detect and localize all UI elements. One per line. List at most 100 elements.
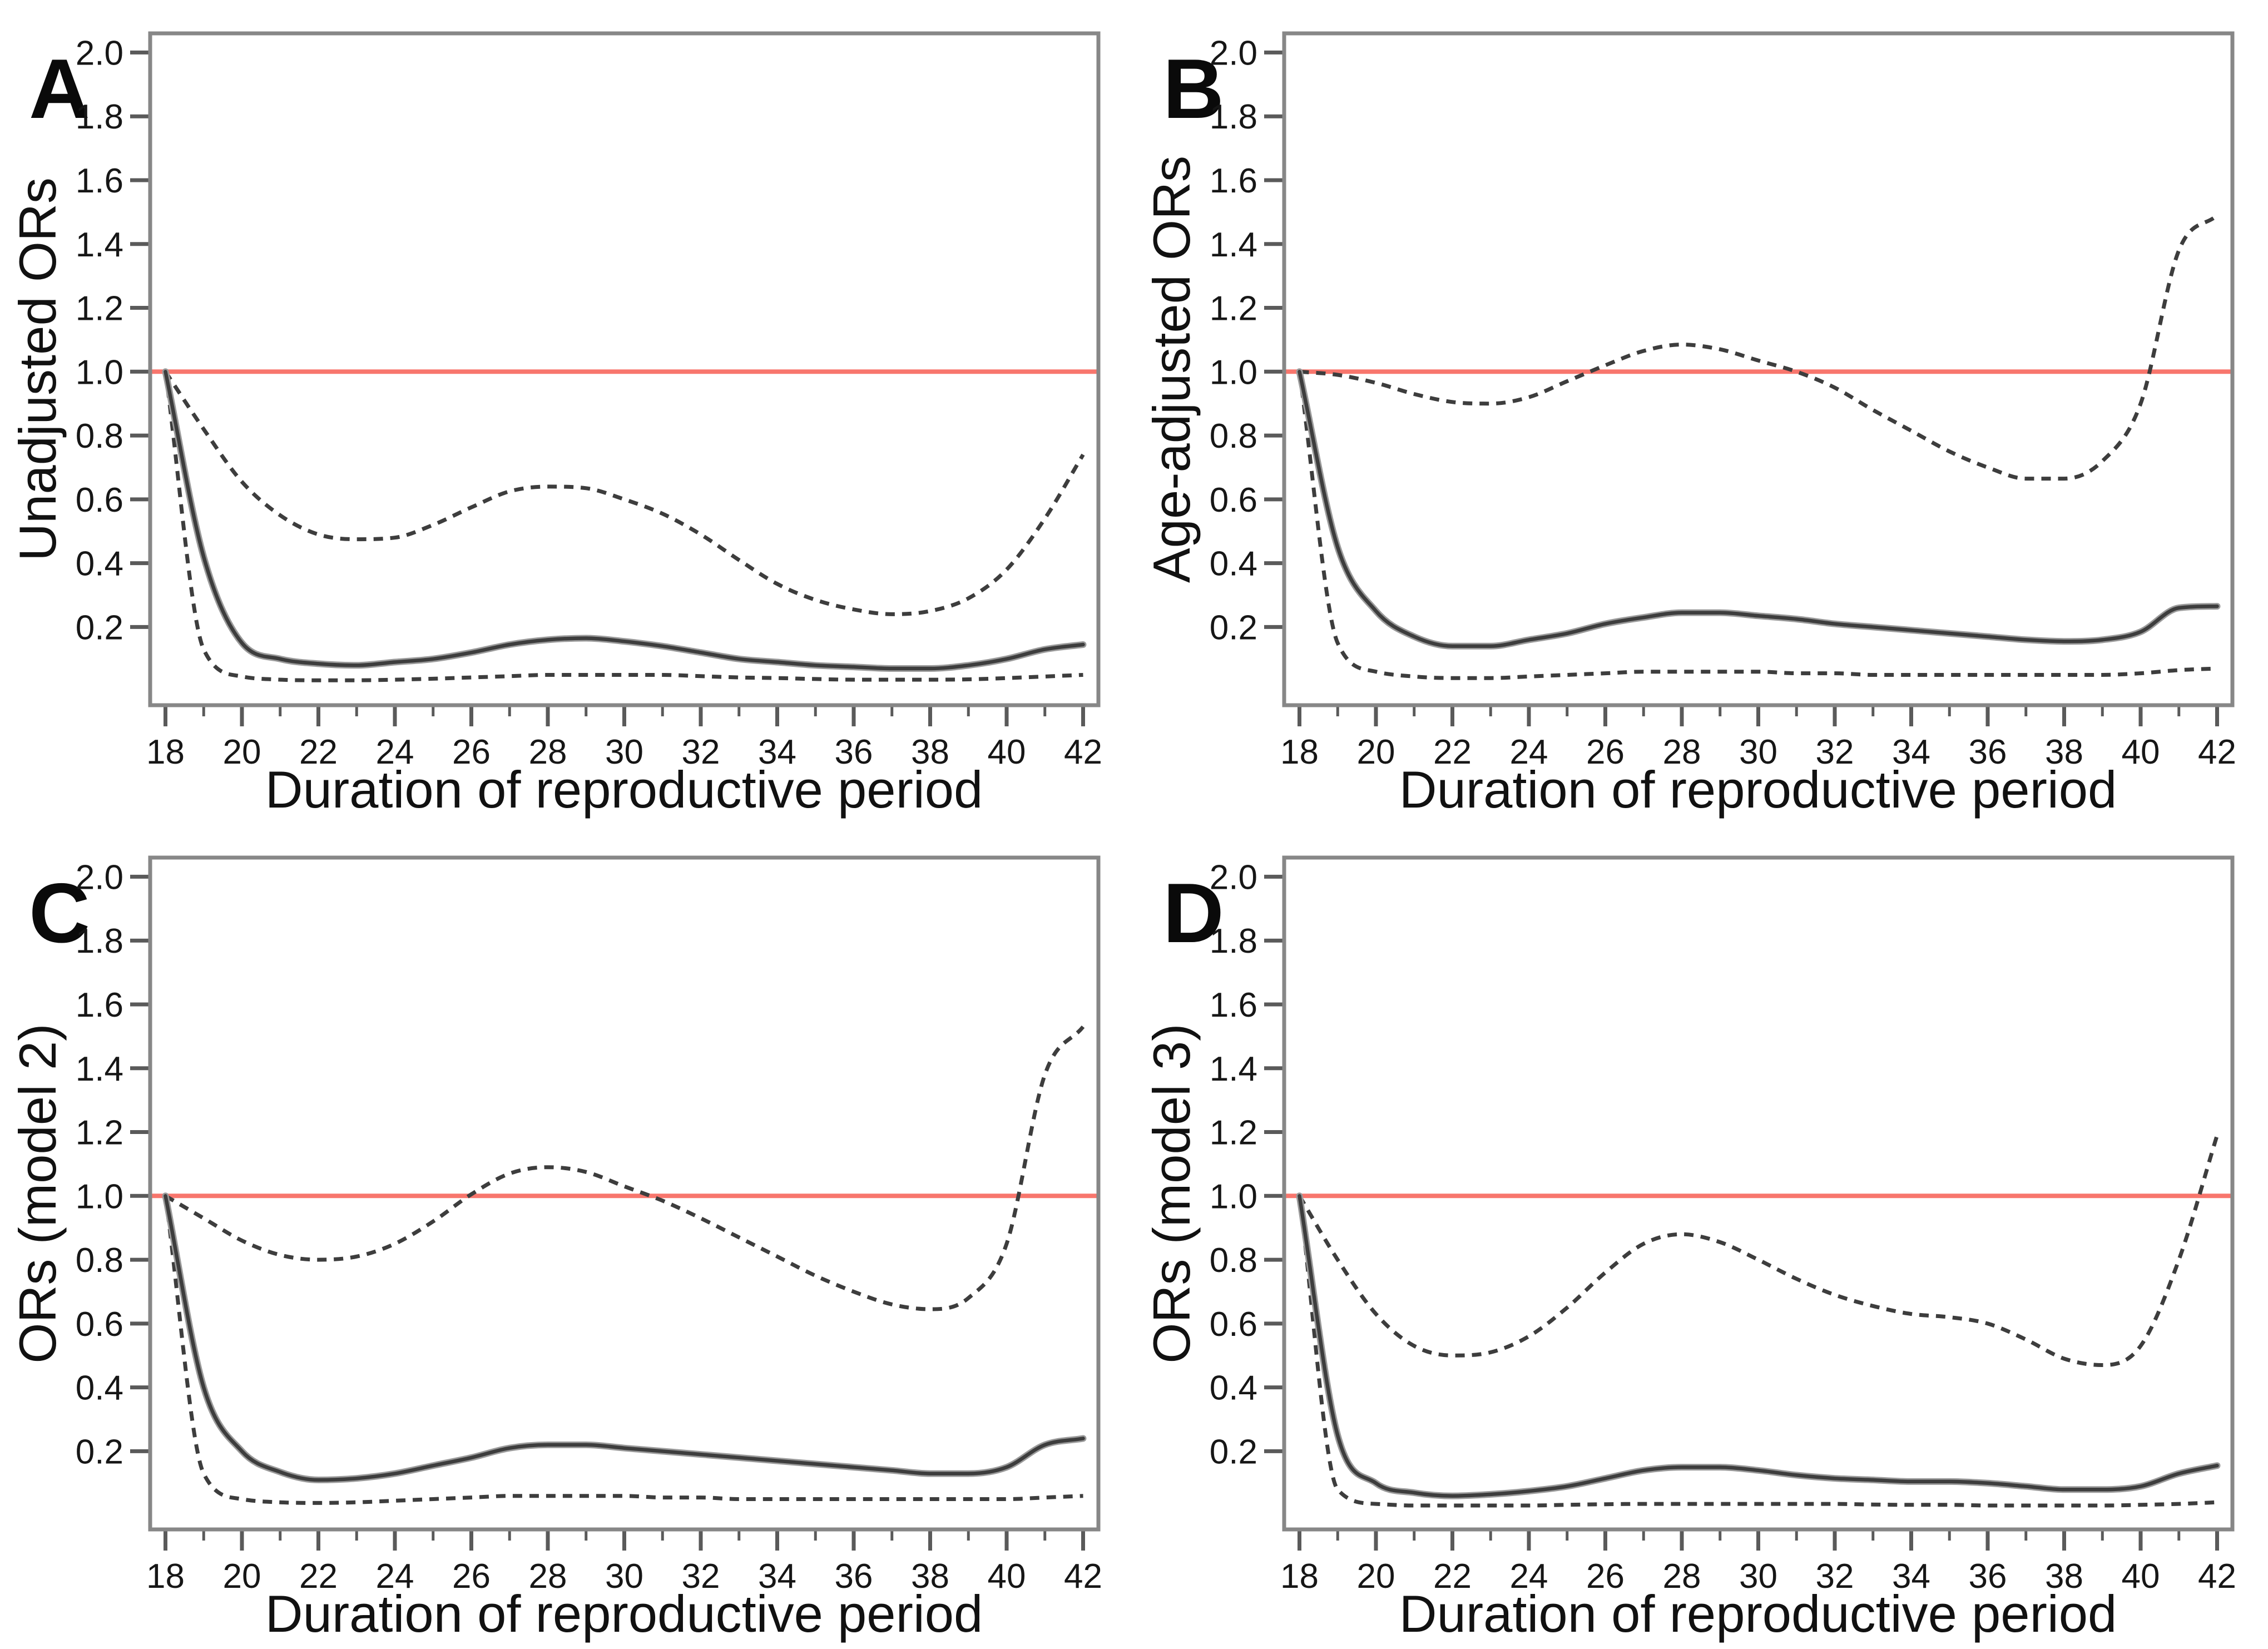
y-tick-label: 1.2 (76, 290, 123, 328)
x-tick-label: 30 (605, 733, 643, 771)
panel-letter: C (29, 866, 90, 960)
y-tick-label: 1.2 (1210, 290, 1257, 328)
y-tick-label: 0.2 (76, 1433, 123, 1471)
y-tick-label: 0.2 (76, 608, 123, 647)
estimate-curve-halo (1296, 368, 2221, 650)
y-tick-label: 1.4 (76, 1050, 123, 1088)
panel-d: D ORs (model 3) Duration of reproductive… (1134, 824, 2268, 1648)
y-tick-label: 0.6 (76, 1305, 123, 1344)
y-axis-title: ORs (model 2) (8, 1023, 67, 1363)
x-tick-label: 26 (452, 733, 491, 771)
panel-letter: B (1163, 42, 1224, 136)
plot-frame (148, 31, 1101, 707)
x-tick-label: 22 (1433, 733, 1472, 771)
y-tick-label: 0.6 (76, 481, 123, 519)
plot-frame (1282, 31, 2235, 707)
x-tick-label: 38 (911, 1557, 949, 1596)
y-tick-label: 1.4 (1210, 1050, 1257, 1088)
y-tick-label: 2.0 (1210, 34, 1257, 72)
x-tick-label: 22 (1433, 1557, 1472, 1596)
x-tick-label: 18 (1280, 1557, 1319, 1596)
x-tick-label: 18 (1280, 733, 1319, 771)
x-tick-label: 22 (299, 1557, 338, 1596)
y-tick-label: 0.4 (1210, 545, 1257, 583)
y-tick-label: 2.0 (76, 858, 123, 897)
y-tick-label: 1.8 (76, 98, 123, 136)
panel-a-chart: A Unadjusted ORs Duration of reproductiv… (8, 31, 1102, 819)
x-tick-label: 32 (682, 733, 720, 771)
x-tick-label: 36 (1969, 1557, 2007, 1596)
x-tick-label: 40 (2122, 733, 2160, 771)
x-tick-label: 42 (2198, 1557, 2236, 1596)
y-tick-label: 1.8 (76, 922, 123, 960)
x-tick-label: 40 (988, 1557, 1026, 1596)
x-tick-label: 24 (376, 733, 414, 771)
x-tick-label: 36 (835, 1557, 873, 1596)
estimate-curve-halo (162, 368, 1087, 672)
x-tick-label: 36 (1969, 733, 2007, 771)
x-tick-label: 28 (1663, 733, 1701, 771)
y-tick-label: 1.2 (76, 1114, 123, 1152)
x-axis-title: Duration of reproductive period (265, 1584, 983, 1643)
x-tick-label: 26 (452, 1557, 491, 1596)
y-tick-label: 1.0 (1210, 353, 1257, 392)
lower-95ci-curve (164, 1195, 1083, 1505)
plot-area: 0.2 0.4 0.6 0.8 1.0 1.2 1.4 1.6 1.8 2.0 18 20 22 24 26… (1210, 855, 2236, 1596)
x-axis-title: Duration of reproductive period (265, 760, 983, 819)
y-tick-label: 0.8 (1210, 417, 1257, 455)
y-tick-label: 0.4 (76, 1369, 123, 1408)
x-tick-label: 26 (1586, 733, 1625, 771)
y-tick-label: 1.8 (1210, 922, 1257, 960)
x-tick-label: 38 (2045, 1557, 2083, 1596)
y-axis-title: Age-adjusted ORs (1142, 156, 1201, 583)
x-tick-label: 42 (1064, 1557, 1102, 1596)
y-tick-label: 1.4 (1210, 226, 1257, 264)
x-axis-title: Duration of reproductive period (1399, 1584, 2117, 1643)
x-tick-label: 28 (529, 733, 567, 771)
plot-area: 0.2 0.4 0.6 0.8 1.0 1.2 1.4 1.6 1.8 2.0 18 20 22 24 26… (76, 855, 1102, 1596)
x-tick-label: 30 (605, 1557, 643, 1596)
x-tick-label: 34 (758, 1557, 796, 1596)
y-tick-label: 1.6 (76, 986, 123, 1024)
x-tick-label: 28 (1663, 1557, 1701, 1596)
y-tick-label: 1.0 (76, 1177, 123, 1216)
y-tick-label: 2.0 (1210, 858, 1257, 897)
x-tick-label: 26 (1586, 1557, 1625, 1596)
y-tick-label: 0.4 (1210, 1369, 1257, 1408)
x-tick-label: 20 (1357, 733, 1395, 771)
y-tick-label: 1.6 (1210, 986, 1257, 1024)
panel-d-chart: D ORs (model 3) Duration of reproductive… (1142, 855, 2236, 1643)
upper-95ci-curve (1298, 1135, 2219, 1368)
x-tick-label: 30 (1739, 733, 1777, 771)
x-tick-label: 20 (1357, 1557, 1395, 1596)
upper-95ci-curve (164, 370, 1085, 616)
y-tick-label: 0.8 (1210, 1241, 1257, 1280)
plot-area: 0.2 0.4 0.6 0.8 1.0 1.2 1.4 1.6 1.8 2.0 18 20 22 24 26… (1210, 31, 2236, 771)
panel-letter: A (29, 42, 90, 136)
estimate-curve (1298, 1194, 2219, 1498)
estimate-curve (164, 370, 1085, 671)
x-tick-label: 18 (146, 1557, 185, 1596)
estimate-curve-halo (162, 1192, 1087, 1484)
y-tick-label: 0.2 (1210, 608, 1257, 647)
y-tick-label: 0.8 (76, 417, 123, 455)
x-tick-label: 34 (758, 733, 796, 771)
y-tick-label: 1.6 (1210, 162, 1257, 200)
x-tick-label: 34 (1892, 733, 1930, 771)
estimate-curve (1298, 370, 2219, 648)
x-tick-label: 32 (1816, 1557, 1854, 1596)
y-axis-title: Unadjusted ORs (8, 177, 67, 561)
x-tick-label: 20 (223, 1557, 261, 1596)
plot-frame (148, 855, 1101, 1532)
plot-area: 0.2 0.4 0.6 0.8 1.0 1.2 1.4 1.6 1.8 2.0 18 20 22 24 26… (76, 31, 1102, 771)
upper-95ci-curve (1299, 214, 2219, 481)
estimate-curve-halo (1296, 1192, 2221, 1499)
x-tick-label: 24 (376, 1557, 414, 1596)
x-tick-label: 20 (223, 733, 261, 771)
x-tick-label: 28 (529, 1557, 567, 1596)
y-tick-label: 0.4 (76, 545, 123, 583)
x-tick-label: 34 (1892, 1557, 1930, 1596)
x-tick-label: 22 (299, 733, 338, 771)
y-tick-label: 0.6 (1210, 481, 1257, 519)
x-tick-label: 36 (835, 733, 873, 771)
